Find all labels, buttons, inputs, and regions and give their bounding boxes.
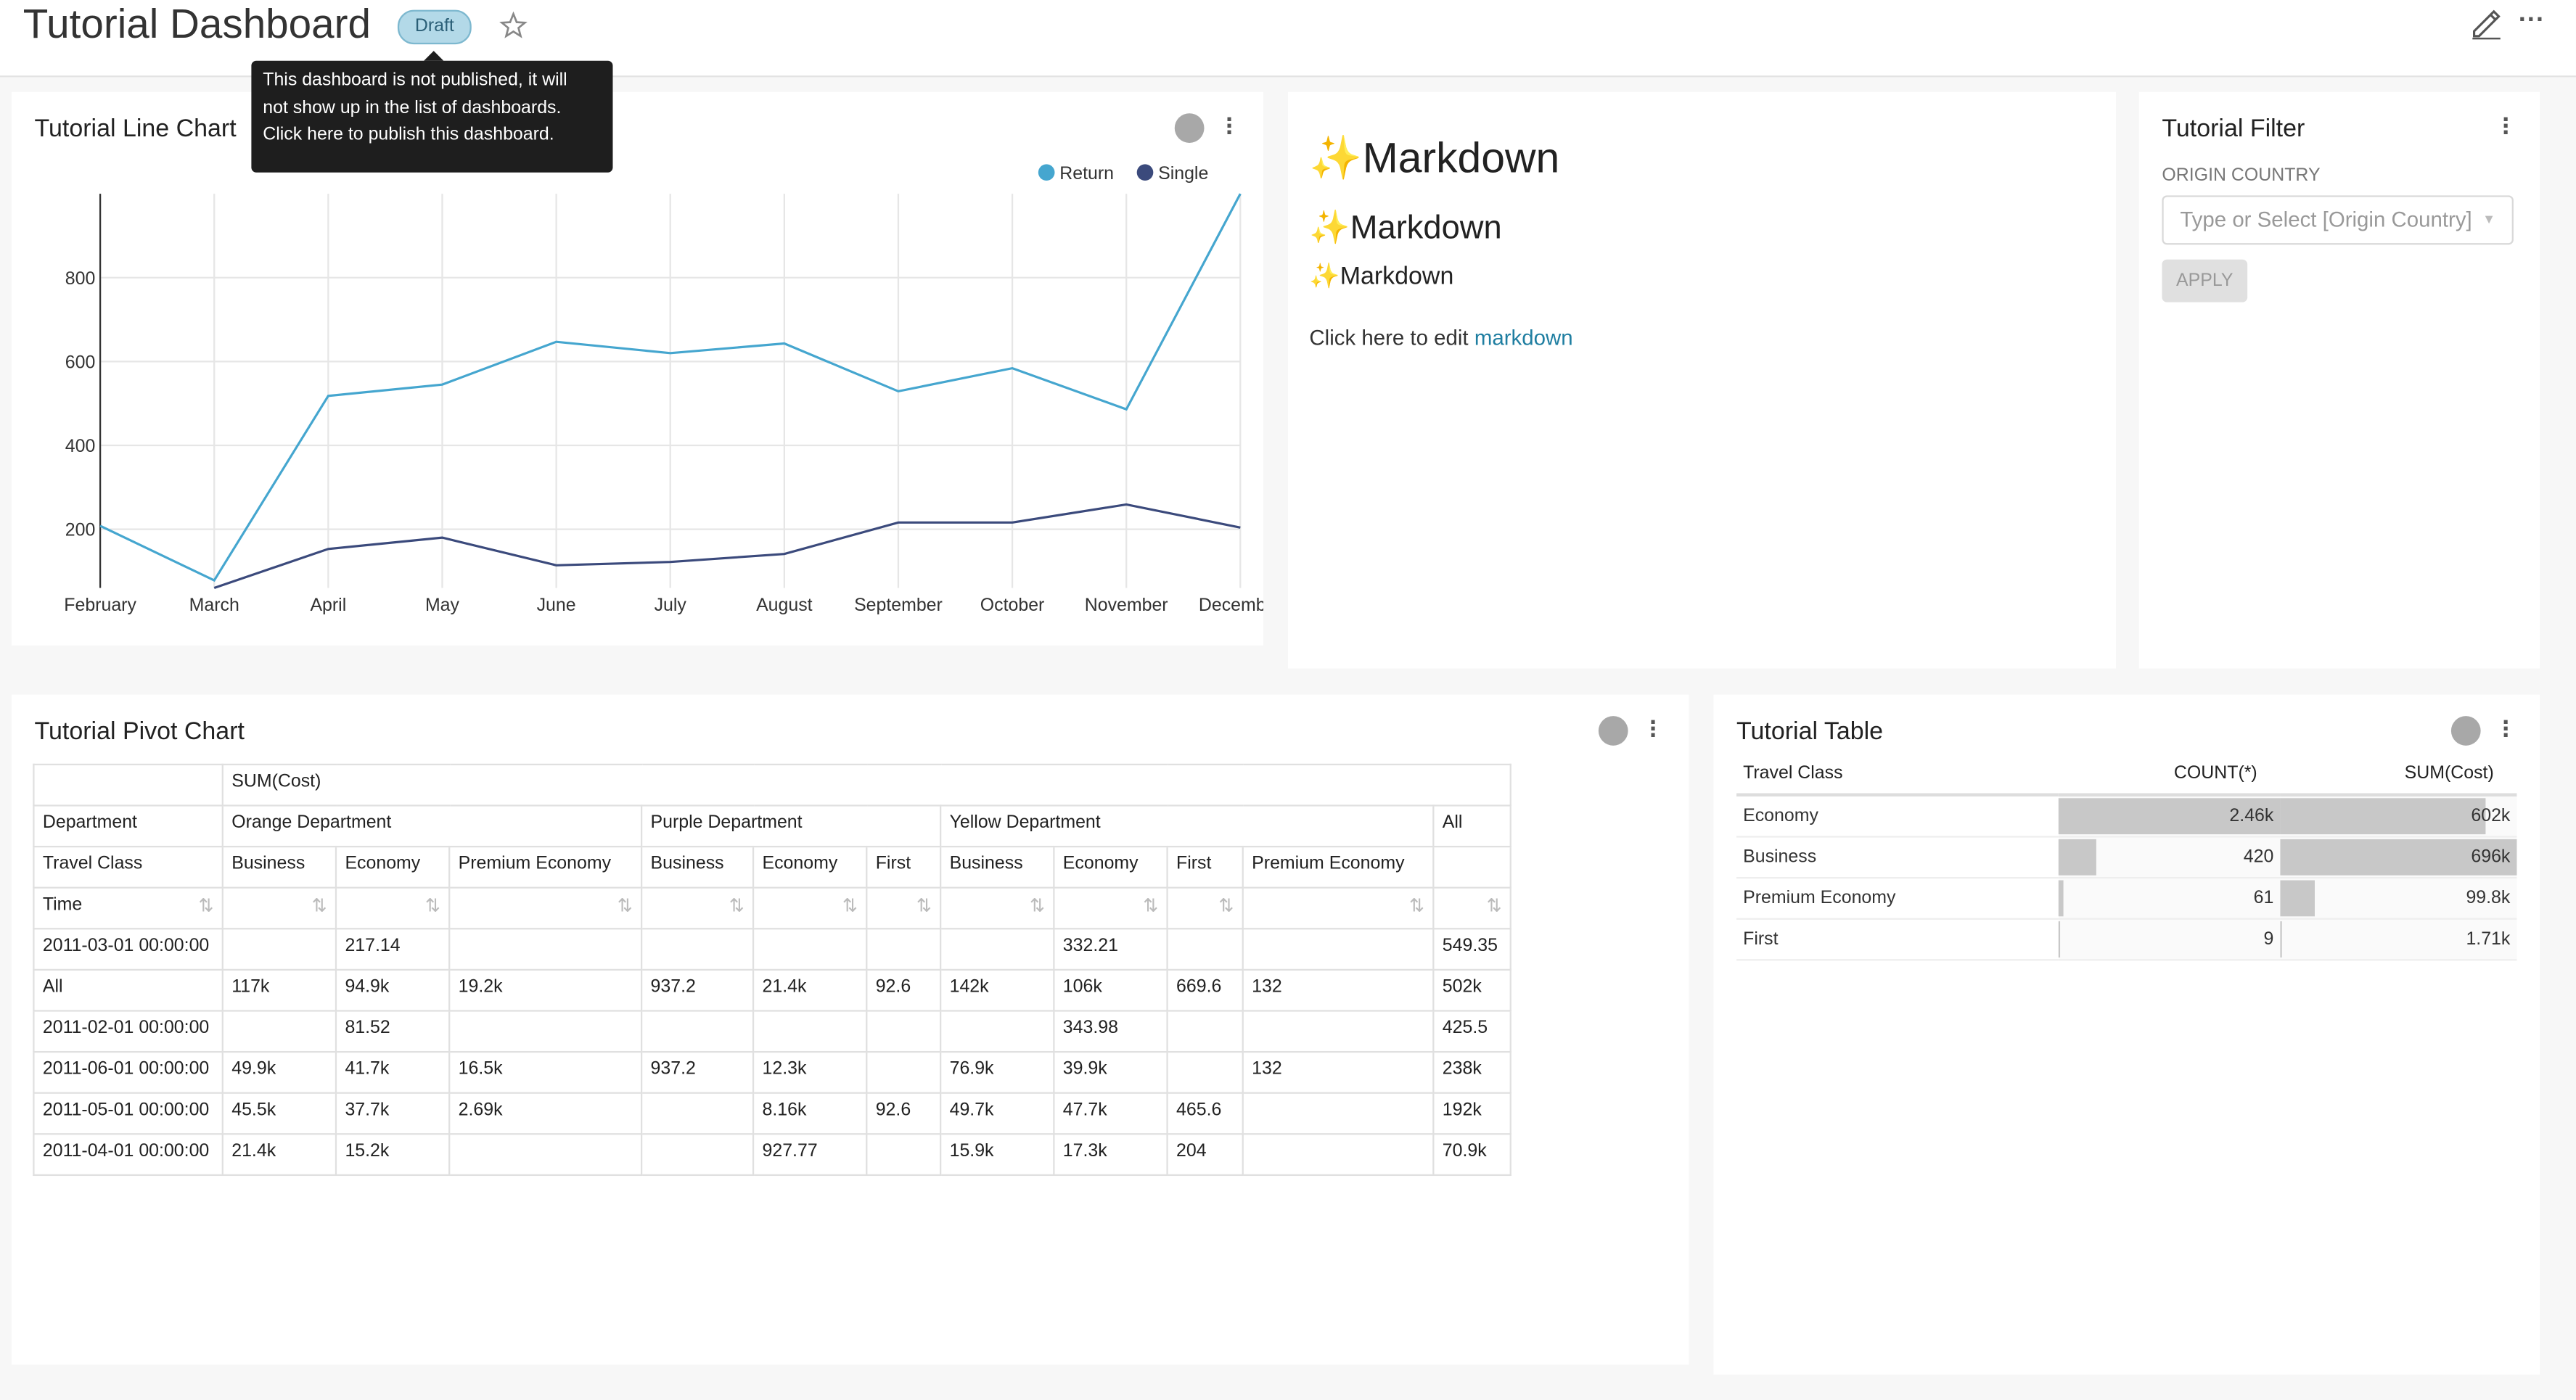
x-tick-label: December <box>1199 595 1282 615</box>
legend-label: Return <box>1059 163 1114 184</box>
x-tick-label: August <box>756 595 813 615</box>
line-series <box>214 504 1240 588</box>
x-tick-label: October <box>980 595 1045 615</box>
tooltip-line: not show up in the list of dashboards. <box>263 94 601 121</box>
legend-label: Single <box>1158 163 1208 184</box>
legend-marker <box>1038 164 1055 181</box>
tooltip-line: This dashboard is not published, it will <box>263 67 601 94</box>
x-tick-label: July <box>655 595 687 615</box>
x-tick-label: April <box>310 595 346 615</box>
x-tick-label: March <box>189 595 239 615</box>
x-tick-label: February <box>64 595 136 615</box>
y-tick-label: 400 <box>65 436 96 456</box>
tooltip-arrow <box>424 51 443 61</box>
legend-marker <box>1137 164 1154 181</box>
y-tick-label: 200 <box>65 520 96 540</box>
tooltip[interactable]: This dashboard is not published, it will… <box>251 61 612 173</box>
x-tick-label: May <box>425 595 460 615</box>
y-tick-label: 600 <box>65 352 96 372</box>
tooltip-line: Click here to publish this dashboard. <box>263 122 601 149</box>
plot: February March April May June July August Septe… <box>64 194 1281 615</box>
y-tick-label: 800 <box>65 268 96 289</box>
x-tick-label: November <box>1085 595 1168 615</box>
x-tick-label: June <box>537 595 576 615</box>
x-tick-label: September <box>854 595 943 615</box>
